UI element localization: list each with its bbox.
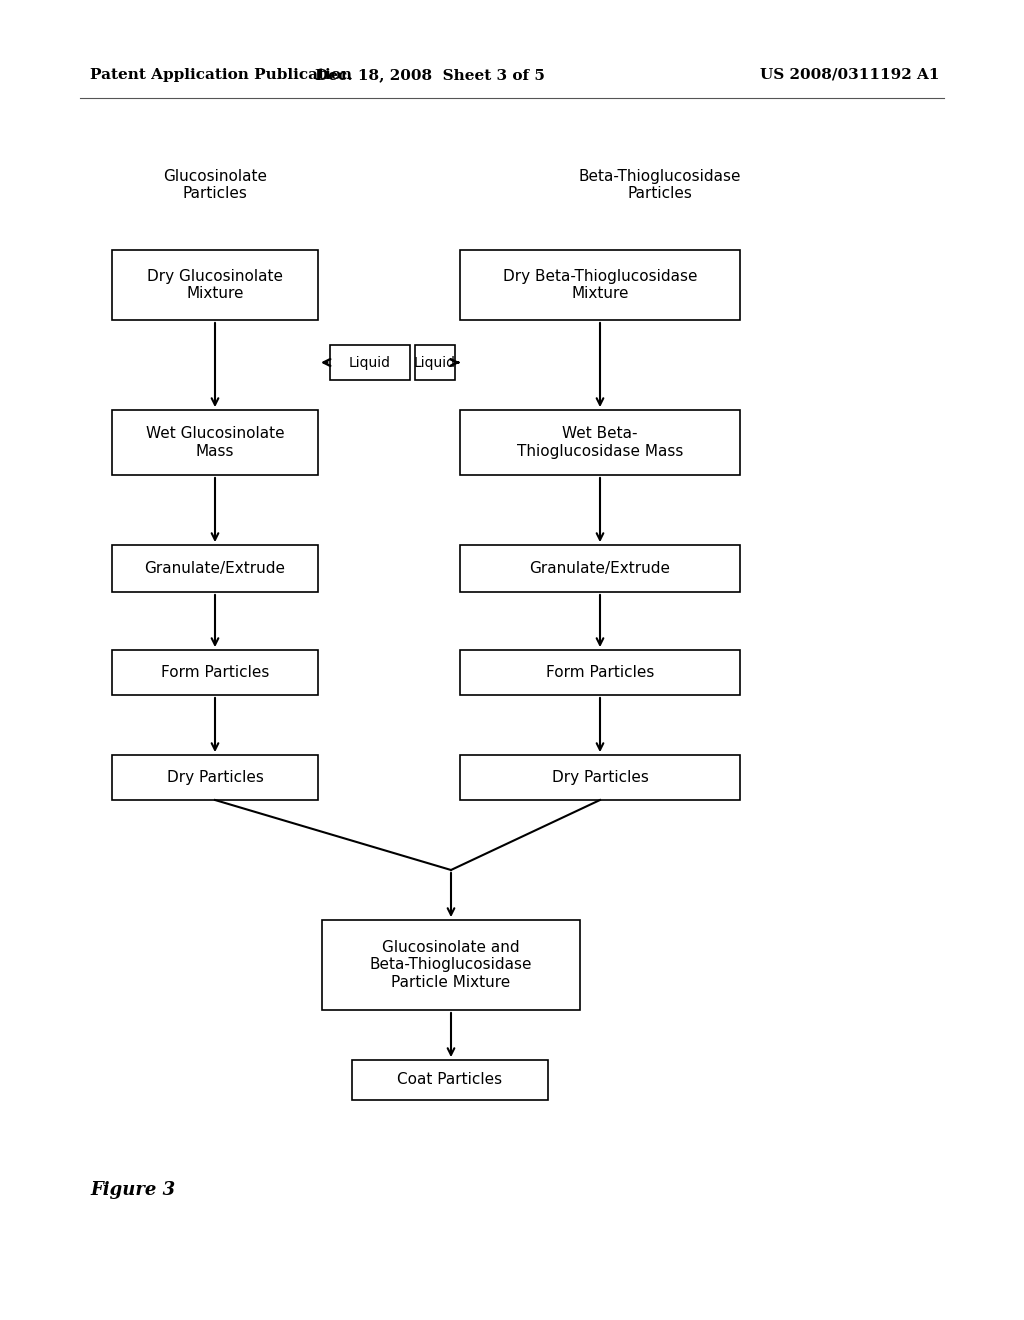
Text: Granulate/Extrude: Granulate/Extrude (144, 561, 286, 576)
Text: Dry Glucosinolate
Mixture: Dry Glucosinolate Mixture (147, 269, 283, 301)
Text: Dry Particles: Dry Particles (552, 770, 648, 785)
Text: US 2008/0311192 A1: US 2008/0311192 A1 (761, 69, 940, 82)
Text: Figure 3: Figure 3 (90, 1181, 175, 1199)
Text: Form Particles: Form Particles (546, 665, 654, 680)
Text: Granulate/Extrude: Granulate/Extrude (529, 561, 671, 576)
Text: Liquid: Liquid (349, 355, 391, 370)
Text: Patent Application Publication: Patent Application Publication (90, 69, 352, 82)
Text: Glucosinolate
Particles: Glucosinolate Particles (163, 169, 267, 201)
Text: Dry Particles: Dry Particles (167, 770, 263, 785)
Bar (330, 345, 410, 380)
Bar (460, 411, 740, 475)
Text: Dry Beta-Thioglucosidase
Mixture: Dry Beta-Thioglucosidase Mixture (503, 269, 697, 301)
Bar (415, 345, 455, 380)
Bar (352, 1060, 548, 1100)
Text: Coat Particles: Coat Particles (397, 1072, 503, 1088)
Bar (112, 755, 318, 800)
Bar (460, 755, 740, 800)
Text: Beta-Thioglucosidase
Particles: Beta-Thioglucosidase Particles (579, 169, 741, 201)
Bar (112, 545, 318, 591)
Bar (460, 649, 740, 696)
Bar (112, 649, 318, 696)
Text: Wet Beta-
Thioglucosidase Mass: Wet Beta- Thioglucosidase Mass (517, 426, 683, 459)
Bar (460, 249, 740, 319)
Bar (322, 920, 580, 1010)
Text: Liquid: Liquid (414, 355, 456, 370)
Bar (460, 545, 740, 591)
Text: Dec. 18, 2008  Sheet 3 of 5: Dec. 18, 2008 Sheet 3 of 5 (315, 69, 545, 82)
Text: Glucosinolate and
Beta-Thioglucosidase
Particle Mixture: Glucosinolate and Beta-Thioglucosidase P… (370, 940, 532, 990)
Bar (112, 249, 318, 319)
Text: Wet Glucosinolate
Mass: Wet Glucosinolate Mass (145, 426, 285, 459)
Text: Form Particles: Form Particles (161, 665, 269, 680)
Bar (112, 411, 318, 475)
